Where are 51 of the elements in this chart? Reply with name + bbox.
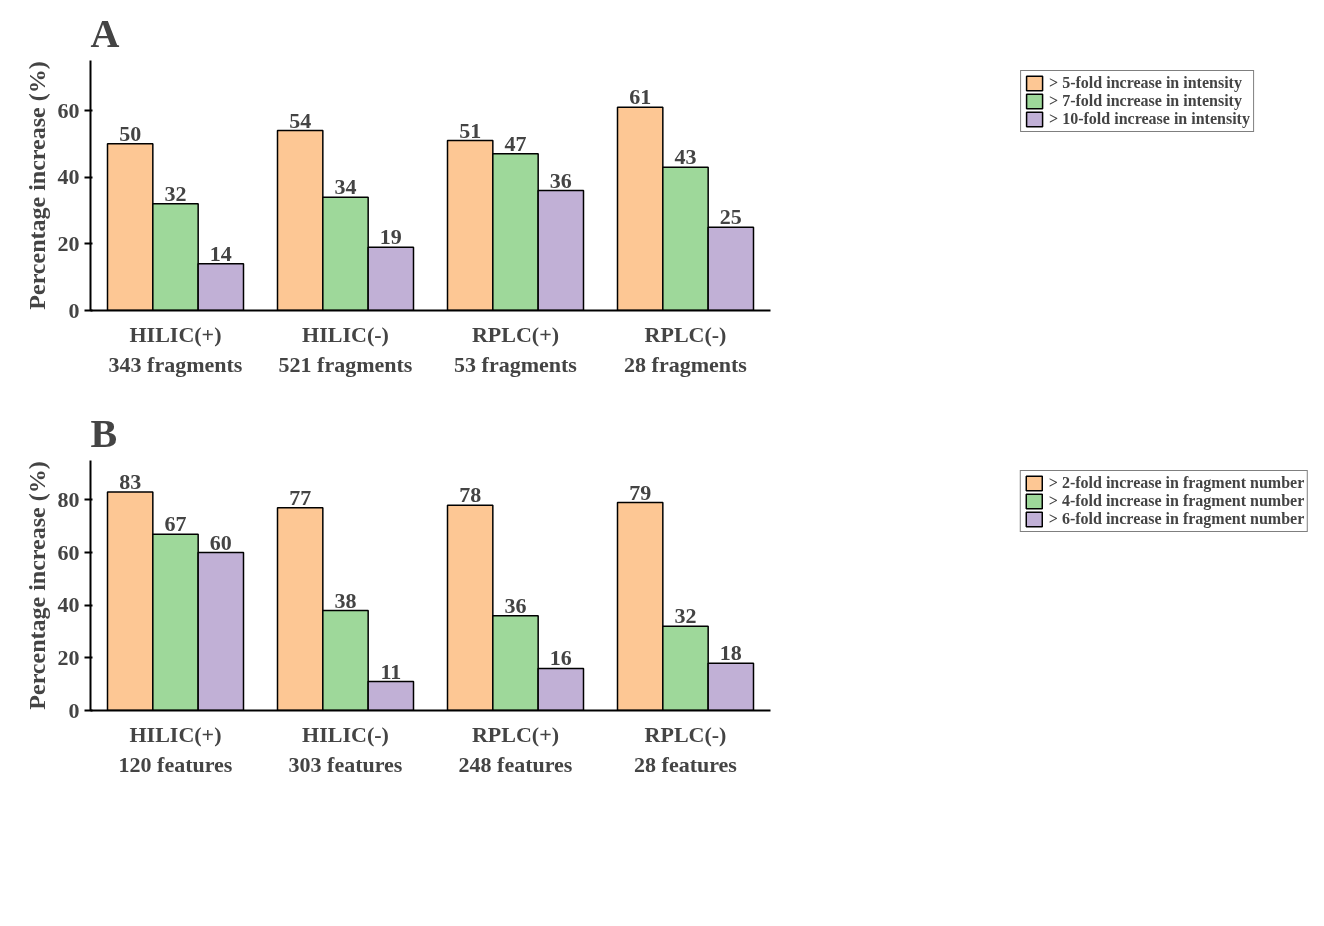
y-tick-label: 20: [57, 230, 80, 256]
y-tick-label: 60: [57, 539, 80, 565]
data-label: 77: [289, 484, 312, 510]
data-label: 32: [674, 603, 697, 629]
x-tick-label: RPLC(-) 28 fragments: [624, 321, 748, 377]
y-axis-title: Percentage increase (%): [23, 61, 50, 310]
data-label: 14: [209, 240, 232, 266]
data-label: 18: [719, 640, 742, 666]
y-axis-title: Percentage increase (%): [23, 461, 50, 710]
data-label: 25: [719, 204, 742, 230]
data-label: 36: [549, 167, 572, 193]
data-label: 67: [164, 511, 187, 537]
data-label: 34: [334, 174, 357, 200]
data-label: 79: [629, 479, 652, 505]
x-tick-label: HILIC(+) 120 features: [118, 721, 233, 777]
data-label: 16: [549, 645, 572, 671]
data-label: 19: [379, 224, 402, 250]
y-tick-label: 0: [68, 297, 80, 323]
y-tick-label: 40: [57, 164, 80, 190]
data-label: 36: [504, 592, 527, 618]
y-tick-label: 80: [57, 486, 80, 512]
data-label: 32: [164, 180, 187, 206]
data-label: 43: [674, 144, 697, 170]
legend-label: > 7-fold increase in intensity: [1049, 92, 1242, 110]
x-tick-label: RPLC(-) 28 features: [634, 721, 738, 777]
y-tick-label: 60: [57, 97, 80, 123]
chart-title: B: [90, 410, 118, 456]
y-tick-label: 0: [68, 697, 80, 723]
chart-title: A: [90, 10, 120, 56]
y-tick-label: 40: [57, 592, 80, 618]
y-tick-label: 20: [57, 644, 80, 670]
data-label: 47: [504, 130, 527, 156]
data-label: 60: [209, 529, 232, 555]
legend-label: > 5-fold increase in intensity: [1049, 74, 1242, 92]
data-label: 11: [380, 658, 402, 684]
data-label: 83: [119, 469, 142, 495]
data-label: 50: [119, 120, 142, 146]
data-label: 54: [289, 107, 312, 133]
data-label: 51: [459, 117, 482, 143]
data-label: 78: [459, 482, 482, 508]
legend-label: > 2-fold increase in fragment number: [1048, 474, 1305, 492]
legend-label: > 4-fold increase in fragment number: [1048, 492, 1305, 510]
x-tick-label: HILIC(-) 303 features: [288, 721, 403, 777]
legend-label: > 10-fold increase in intensity: [1049, 110, 1250, 128]
x-tick-label: RPLC(+) 248 features: [458, 721, 573, 777]
x-tick-label: RPLC(+) 53 fragments: [454, 321, 578, 377]
data-label: 61: [629, 84, 652, 110]
legend-label: > 6-fold increase in fragment number: [1048, 510, 1305, 528]
x-tick-label: HILIC(-) 521 fragments: [278, 321, 413, 377]
data-label: 38: [334, 587, 357, 613]
x-tick-label: HILIC(+) 343 fragments: [108, 321, 243, 377]
